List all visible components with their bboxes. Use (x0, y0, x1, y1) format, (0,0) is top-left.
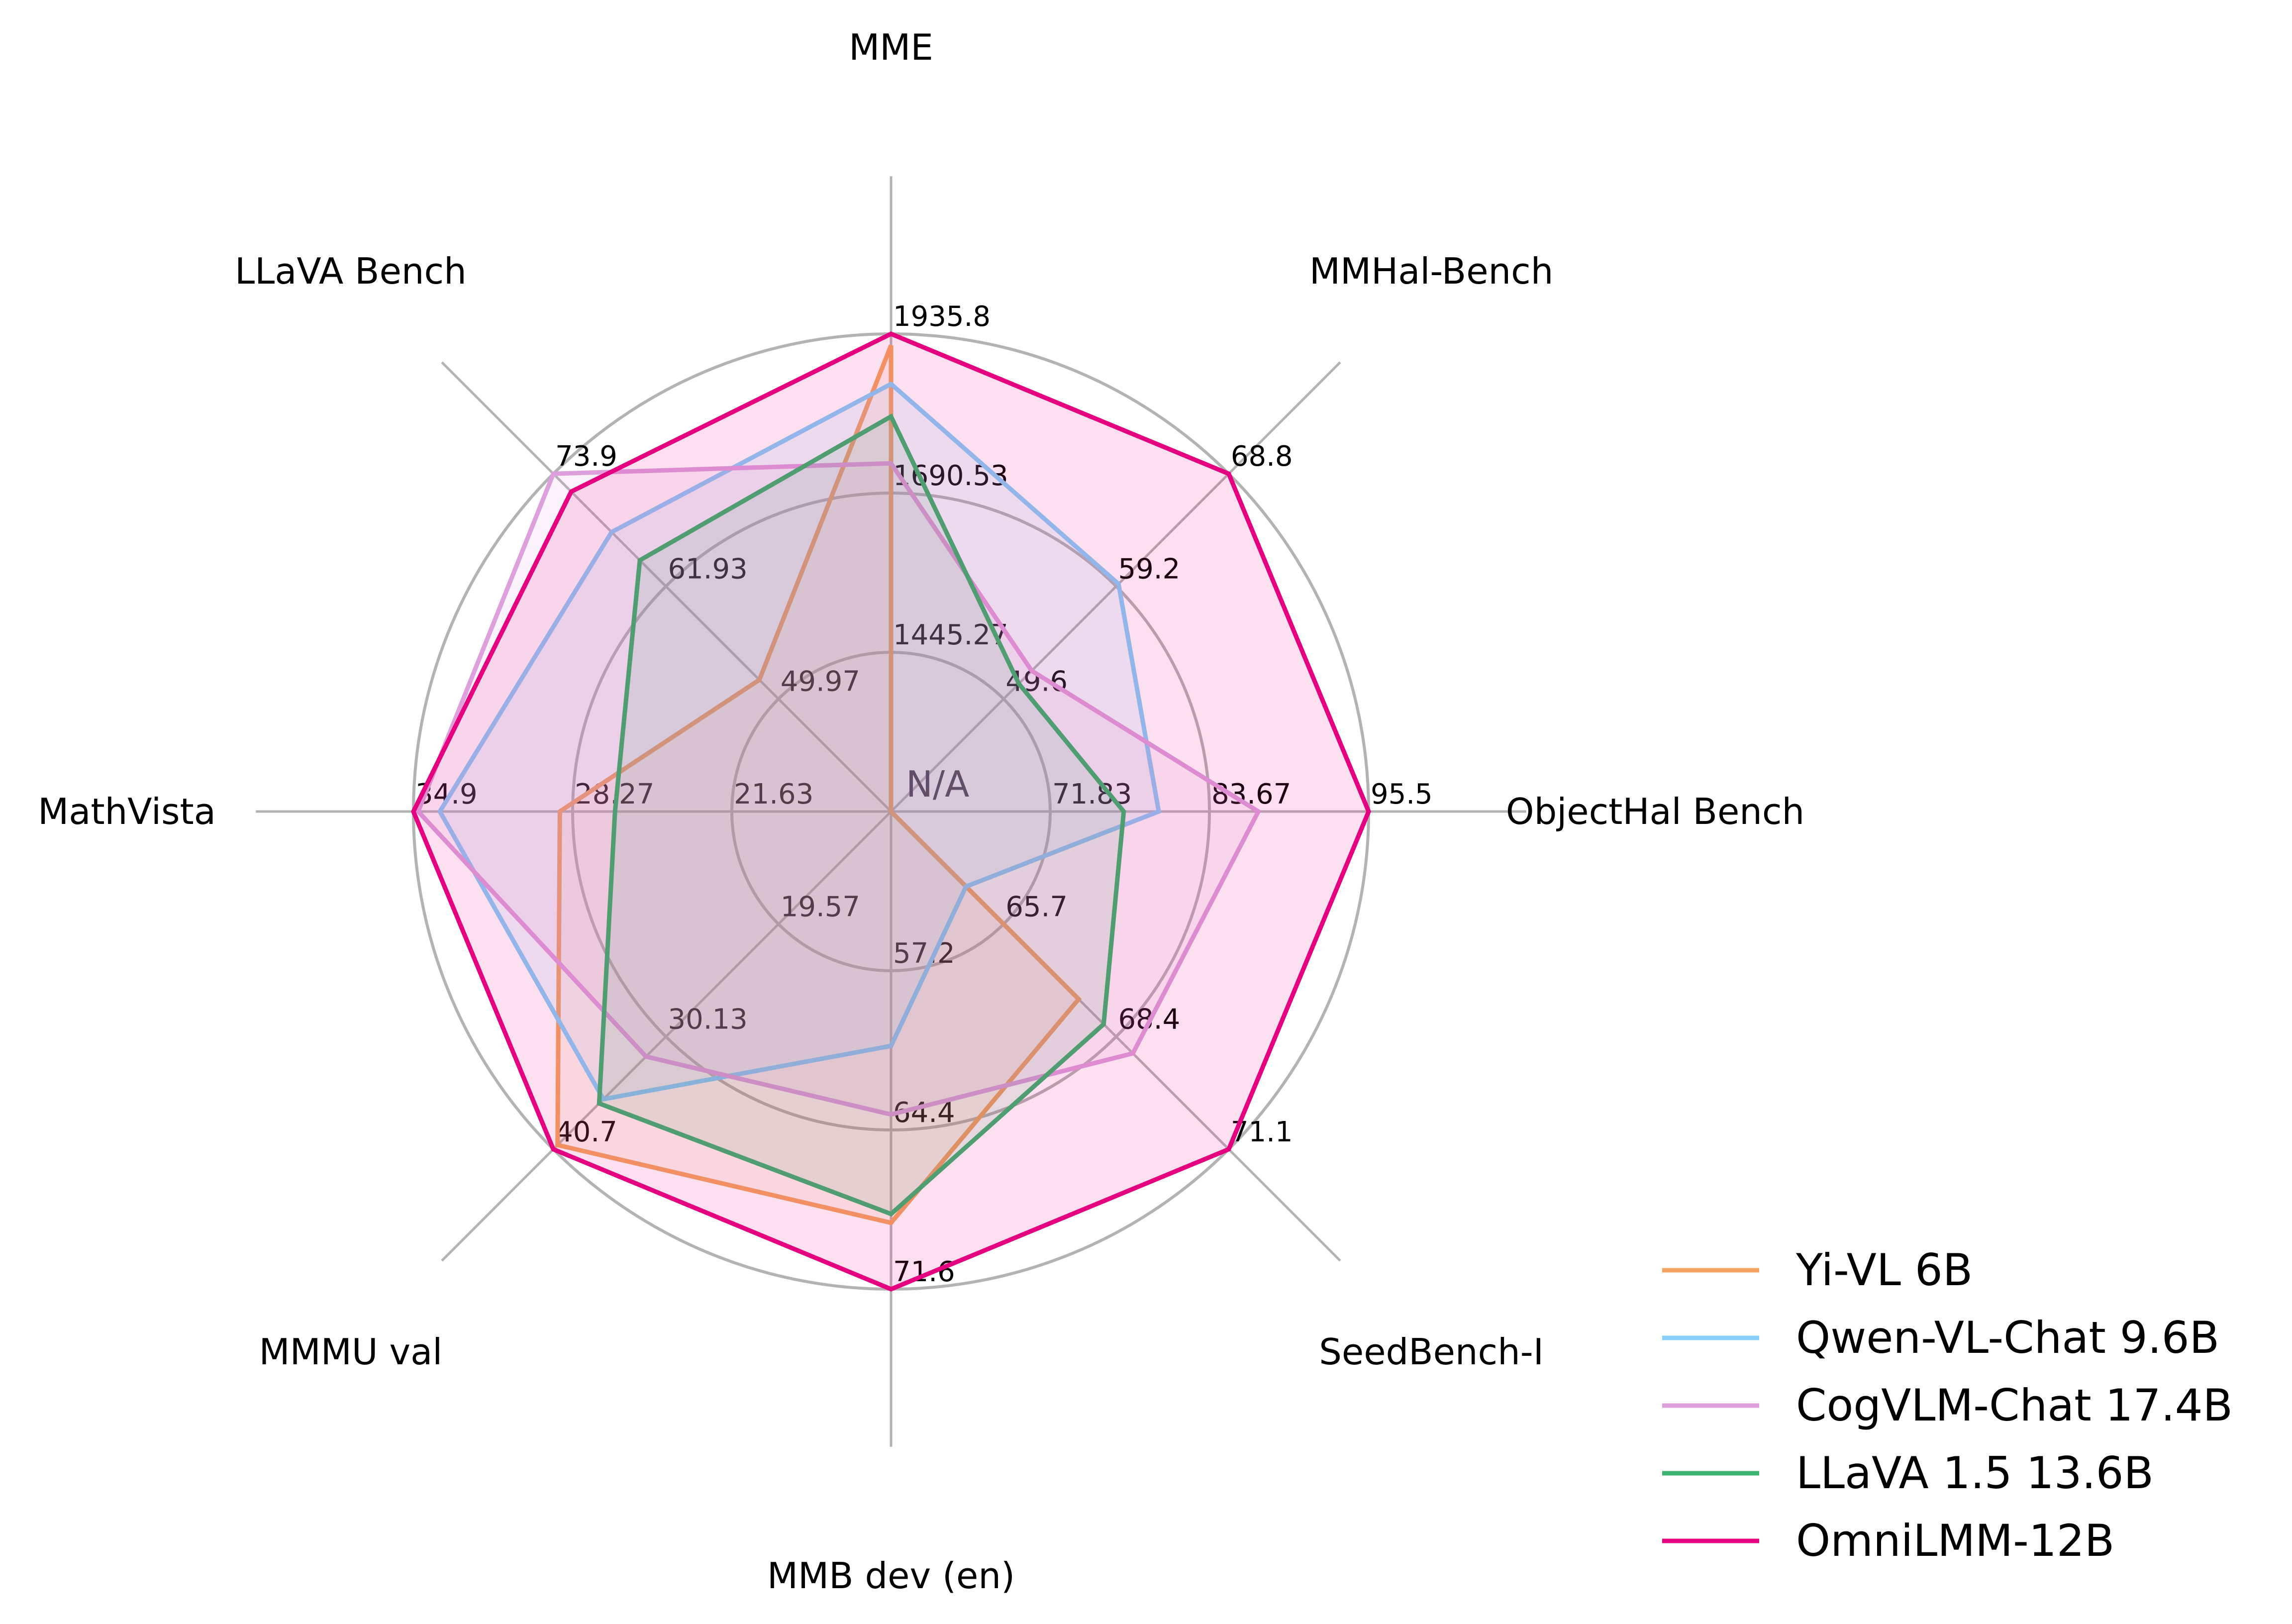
series-line (411, 331, 1371, 1292)
tick-label: 68.8 (1231, 440, 1293, 473)
axis-label: ObjectHal Bench (1506, 791, 1804, 832)
legend-label: Yi-VL 6B (1795, 1244, 1973, 1296)
series-fill (599, 416, 1124, 1214)
legend-label: CogVLM-Chat 17.4B (1796, 1380, 2233, 1431)
tick-label: 59.2 (1118, 553, 1181, 585)
axis-label: LLaVA Bench (235, 250, 467, 292)
legend-label: OmniLMM-12B (1796, 1515, 2114, 1566)
series-polygons (411, 331, 1371, 1292)
legend-label: LLaVA 1.5 13.6B (1796, 1447, 2154, 1499)
axis-line (441, 811, 892, 1262)
series-line (555, 344, 1082, 1225)
axis-labels: MME MMHal-Bench ObjectHal Bench SeedBench-I… (38, 26, 1804, 1597)
tick-label: 30.13 (668, 1004, 747, 1036)
center-na-label: N/A (906, 763, 969, 805)
axis-label: MME (849, 26, 933, 68)
legend-label: Qwen-VL-Chat 9.6B (1796, 1312, 2219, 1363)
axis-label: SeedBench-I (1319, 1331, 1544, 1373)
series-fill (440, 384, 1159, 1100)
series-line (437, 381, 1162, 1102)
legend: Yi-VL 6B Qwen-VL-Chat 9.6B CogVLM-Chat 17.… (1662, 1244, 2233, 1566)
series-fill (413, 334, 1369, 1289)
series-line (415, 461, 1262, 1117)
tick-label: 19.57 (781, 891, 860, 923)
axis-label: MMMU val (259, 1331, 443, 1373)
tick-label: 65.7 (1005, 891, 1068, 923)
tick-label: 95.5 (1371, 778, 1433, 811)
axis-label: MathVista (38, 791, 216, 832)
tick-label: 21.63 (734, 778, 813, 811)
tick-label: 40.7 (555, 1116, 617, 1148)
tick-label: 61.93 (668, 553, 747, 585)
tick-label: 57.2 (893, 937, 955, 970)
axis-line (441, 361, 892, 812)
series-line (597, 413, 1126, 1217)
tick-label: 73.9 (555, 440, 617, 473)
axis-label: MMHal-Bench (1309, 250, 1553, 292)
axis-line (890, 361, 1341, 812)
tick-label: 49.97 (781, 666, 860, 698)
series-fill (418, 463, 1259, 1115)
tick-label: 1935.8 (893, 301, 991, 333)
axis-label: MMB dev (en) (767, 1555, 1015, 1597)
series-fill (557, 345, 1079, 1223)
